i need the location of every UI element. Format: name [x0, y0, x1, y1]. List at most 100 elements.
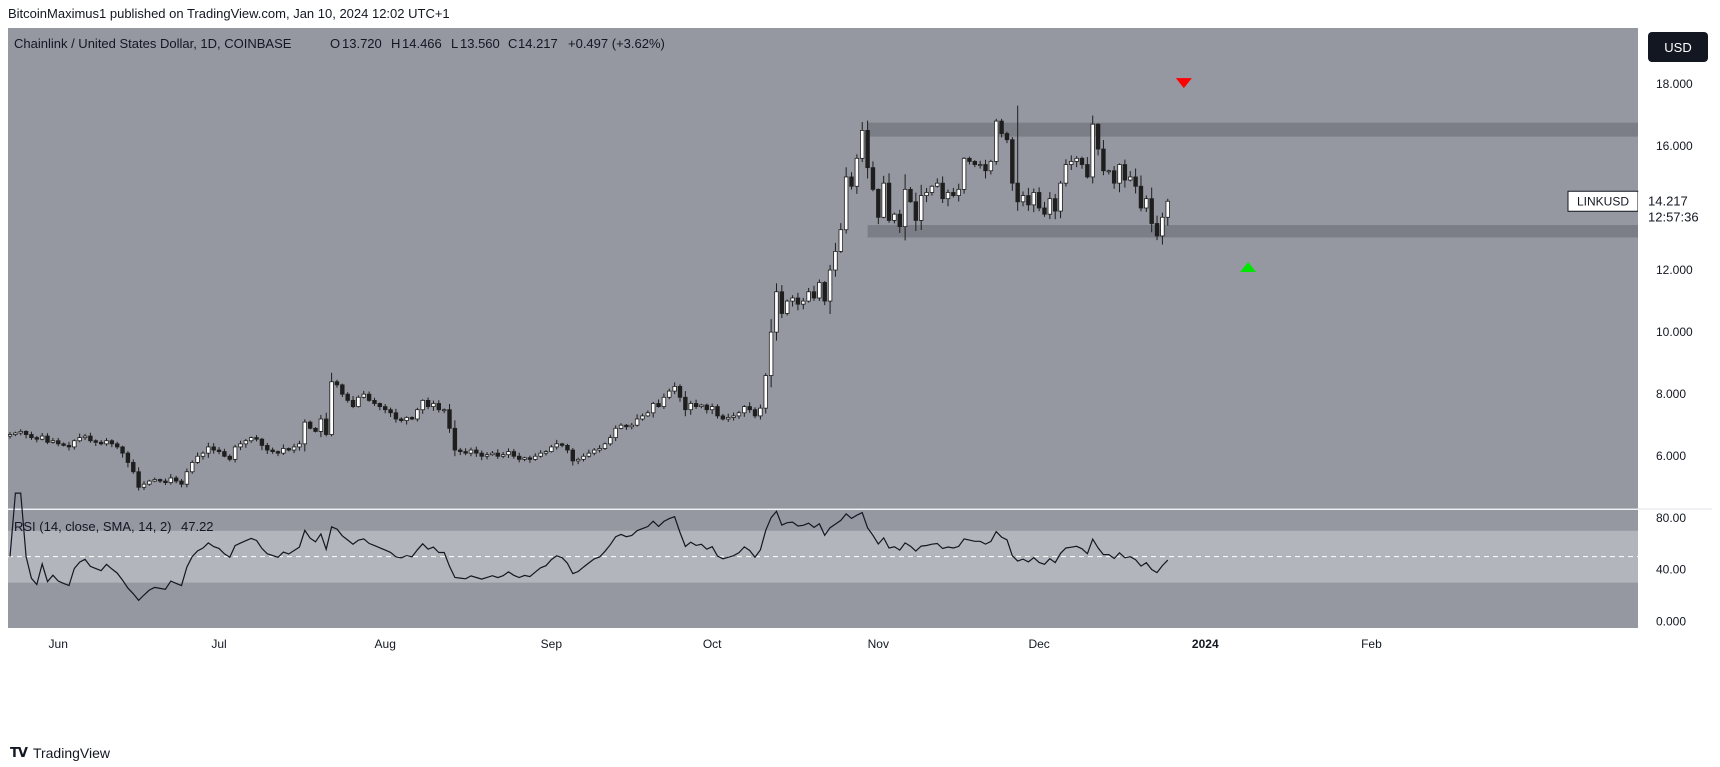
candle	[693, 399, 699, 410]
candle	[581, 453, 586, 462]
candle	[902, 174, 908, 241]
candle	[125, 451, 131, 468]
time-tick-label: Feb	[1361, 637, 1382, 651]
time-tick-label: Nov	[868, 637, 889, 651]
price-axis[interactable]	[1638, 28, 1712, 509]
candle	[549, 444, 554, 453]
candle	[131, 459, 136, 474]
candle	[817, 279, 822, 301]
candle	[758, 404, 763, 420]
candle	[822, 281, 827, 306]
candle	[897, 209, 902, 233]
candle	[677, 384, 683, 402]
candle	[988, 159, 994, 175]
candle	[313, 427, 318, 433]
candle	[961, 157, 967, 194]
candle	[516, 452, 522, 463]
candle	[302, 419, 307, 452]
footer-brand-label: TradingView	[32, 745, 110, 761]
candle	[259, 437, 265, 451]
time-axis-ticks: Jun Jul Aug Sep Oct Nov Dec 2024 Feb	[49, 637, 1383, 651]
chart-container[interactable]: 18.00016.00014.00012.00010.0008.0006.000…	[7, 28, 1712, 732]
candle	[876, 188, 881, 225]
publisher-caption: BitcoinMaximus1 published on TradingView…	[8, 6, 450, 21]
candle	[538, 450, 543, 458]
bar-countdown: 12:57:36	[1648, 209, 1699, 224]
candle	[243, 438, 249, 448]
price-tick-label: 16.000	[1656, 139, 1693, 153]
candle	[1063, 159, 1069, 187]
candle	[120, 445, 125, 458]
rsi-axis[interactable]	[1638, 510, 1712, 628]
candle	[709, 403, 715, 415]
candle	[93, 439, 98, 446]
candle	[447, 403, 452, 433]
candle	[356, 395, 361, 408]
candle	[415, 407, 420, 422]
candle	[136, 467, 141, 491]
time-axis[interactable]	[8, 628, 1712, 658]
candle	[1154, 215, 1160, 241]
candle	[554, 439, 559, 450]
candle	[699, 403, 704, 409]
candle	[1047, 192, 1053, 220]
close-label: C	[508, 36, 517, 51]
candle	[661, 393, 667, 409]
candle	[994, 118, 999, 165]
candle	[592, 448, 597, 456]
candle	[543, 450, 549, 456]
candle	[854, 154, 860, 194]
candle	[586, 449, 592, 458]
candle	[275, 450, 281, 457]
high-value: 14.466	[402, 36, 442, 51]
candle	[1133, 168, 1138, 194]
candle	[774, 283, 779, 341]
candle	[785, 299, 790, 316]
candle	[913, 192, 919, 231]
candle	[168, 474, 173, 485]
candle	[843, 167, 849, 234]
candle	[522, 456, 527, 462]
candle	[281, 444, 286, 455]
candle	[23, 430, 29, 439]
candle	[479, 450, 484, 461]
rsi-tick-label: 40.00	[1656, 563, 1686, 577]
currency-button[interactable]: USD	[1648, 32, 1708, 62]
candle	[72, 439, 77, 450]
candle	[1144, 195, 1149, 212]
candle	[270, 447, 275, 454]
candle	[886, 173, 892, 223]
candle	[768, 319, 774, 388]
candle	[104, 438, 109, 446]
candle	[286, 447, 291, 452]
candle	[1026, 187, 1031, 211]
candle	[972, 160, 977, 168]
time-tick-label: Sep	[541, 637, 563, 651]
candle	[404, 416, 409, 425]
candle	[29, 431, 34, 440]
open-label: O	[330, 36, 340, 51]
candle	[420, 399, 425, 414]
candle	[372, 397, 377, 406]
chart-svg[interactable]: 18.00016.00014.00012.00010.0008.0006.000…	[7, 28, 1712, 732]
candle	[297, 440, 302, 451]
rsi-line	[9, 492, 1169, 602]
candle	[752, 407, 758, 419]
footer-brand[interactable]: TV TradingView	[10, 745, 110, 761]
candle	[763, 373, 768, 414]
candle	[672, 382, 677, 395]
candle	[152, 477, 157, 483]
candle	[795, 292, 801, 311]
candle	[1095, 123, 1101, 156]
candle	[206, 442, 211, 458]
candle	[350, 395, 356, 409]
candlestick-series	[7, 105, 1170, 491]
candle	[983, 159, 988, 179]
candle	[924, 188, 929, 203]
candle	[860, 122, 865, 163]
low-label: L	[451, 36, 458, 51]
candle	[742, 405, 747, 417]
candle	[919, 184, 924, 231]
candle	[940, 176, 945, 204]
candle	[334, 379, 340, 388]
